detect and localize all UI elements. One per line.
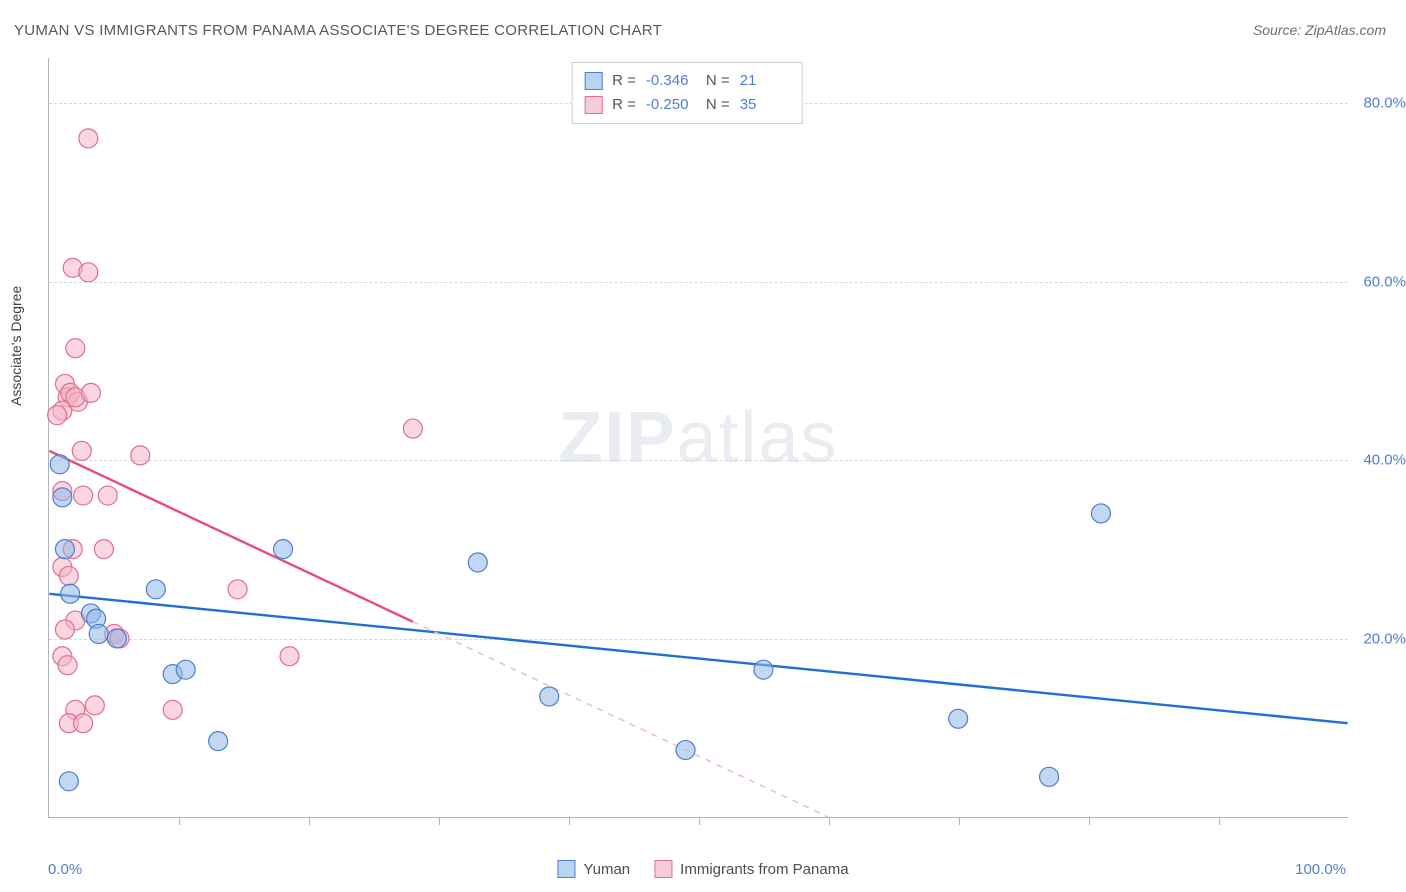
scatter-point [85, 696, 104, 715]
scatter-point [53, 488, 72, 507]
scatter-plot-svg [49, 58, 1348, 817]
chart-container: YUMAN VS IMMIGRANTS FROM PANAMA ASSOCIAT… [0, 0, 1406, 892]
scatter-point [403, 419, 422, 438]
scatter-point [48, 406, 67, 425]
x-axis-tick [439, 817, 440, 825]
blue-swatch [557, 860, 575, 878]
x-axis-tick [1089, 817, 1090, 825]
scatter-point [228, 580, 247, 599]
x-axis-tick [179, 817, 180, 825]
chart-title: YUMAN VS IMMIGRANTS FROM PANAMA ASSOCIAT… [14, 22, 662, 39]
y-axis-tick-label: 20.0% [1363, 631, 1406, 648]
scatter-point [94, 540, 113, 559]
scatter-point [176, 660, 195, 679]
scatter-point [72, 441, 91, 460]
scatter-point [146, 580, 165, 599]
trend-line [49, 594, 1347, 723]
scatter-point [98, 486, 117, 505]
y-axis-title: Associate's Degree [8, 286, 24, 406]
x-axis-min-label: 0.0% [48, 861, 82, 878]
source-attribution: Source: ZipAtlas.com [1253, 22, 1386, 38]
scatter-point [79, 129, 98, 148]
scatter-point [131, 446, 150, 465]
scatter-point [74, 486, 93, 505]
scatter-point [280, 647, 299, 666]
scatter-point [89, 624, 108, 643]
x-axis-tick [309, 817, 310, 825]
scatter-point [59, 566, 78, 585]
legend-item: Immigrants from Panama [654, 860, 848, 878]
pink-swatch [654, 860, 672, 878]
scatter-point [50, 455, 69, 474]
scatter-point [81, 383, 100, 402]
scatter-point [1091, 504, 1110, 523]
y-axis-tick-label: 60.0% [1363, 273, 1406, 290]
legend-label: Yuman [583, 861, 630, 878]
scatter-point [754, 660, 773, 679]
scatter-point [1040, 767, 1059, 786]
x-axis-tick [699, 817, 700, 825]
scatter-point [949, 709, 968, 728]
scatter-point [61, 584, 80, 603]
x-axis-tick [829, 817, 830, 825]
scatter-point [209, 732, 228, 751]
scatter-point [107, 629, 126, 648]
scatter-point [55, 620, 74, 639]
scatter-point [676, 741, 695, 760]
legend-label: Immigrants from Panama [680, 861, 848, 878]
y-axis-tick-label: 40.0% [1363, 452, 1406, 469]
scatter-point [58, 656, 77, 675]
scatter-point [66, 339, 85, 358]
plot-area: ZIPatlas 20.0%40.0%60.0%80.0% R = -0.346… [48, 58, 1348, 818]
y-axis-tick-label: 80.0% [1363, 94, 1406, 111]
scatter-point [79, 263, 98, 282]
scatter-point [74, 714, 93, 733]
scatter-point [468, 553, 487, 572]
scatter-point [163, 700, 182, 719]
scatter-point [55, 540, 74, 559]
x-axis-tick [569, 817, 570, 825]
x-axis-max-label: 100.0% [1295, 861, 1346, 878]
scatter-point [59, 772, 78, 791]
scatter-point [274, 540, 293, 559]
scatter-point [540, 687, 559, 706]
legend-item: Yuman [557, 860, 630, 878]
x-axis-tick [959, 817, 960, 825]
bottom-legend: Yuman Immigrants from Panama [557, 860, 848, 878]
x-axis-tick [1219, 817, 1220, 825]
